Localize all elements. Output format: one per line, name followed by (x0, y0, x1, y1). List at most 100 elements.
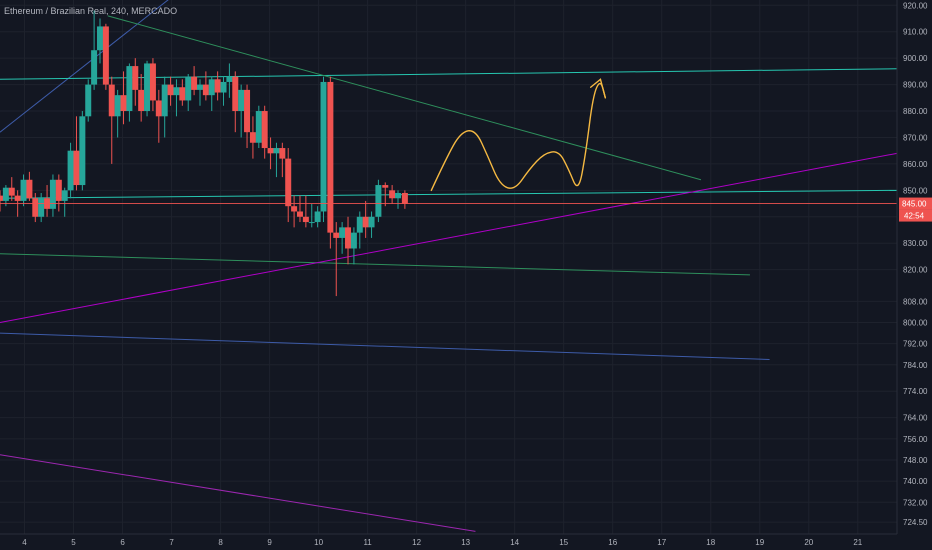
candles (0, 10, 408, 297)
time-scale[interactable] (0, 534, 932, 550)
projection-curve (430, 82, 607, 192)
price-tick-label: 748.00 (903, 456, 928, 465)
candle-body (2, 187, 9, 201)
candle-body (185, 76, 192, 101)
grid (0, 0, 897, 534)
time-tick-label: 19 (755, 538, 764, 547)
candle-body (279, 148, 286, 159)
candle-body (20, 179, 27, 201)
candle-body (202, 84, 209, 96)
candle-body (244, 89, 251, 133)
last-price-label: 845.00 (902, 200, 927, 209)
price-tags: 845.00 42:54 (899, 197, 932, 222)
candle-body (108, 84, 115, 117)
price-axis: 920.00 910.00 900.00 890.00 880.00 870.00 860.… (903, 1, 928, 527)
candle-body (368, 216, 375, 228)
trendline-green-descending (107, 15, 702, 181)
candle-body (161, 84, 168, 117)
time-tick-label: 6 (120, 538, 125, 547)
time-tick-label: 4 (22, 538, 27, 547)
candle-body (267, 148, 274, 154)
candle-body (91, 50, 98, 85)
time-tick-label: 10 (314, 538, 323, 547)
price-tick-label: 860.00 (903, 160, 928, 169)
price-tick-label: 808.00 (903, 297, 928, 306)
candle-body (14, 195, 21, 201)
price-tick-label: 920.00 (903, 1, 928, 10)
candle-body (79, 116, 86, 186)
candle-body (220, 81, 227, 93)
trendline-green-lower (0, 253, 750, 276)
candle-body (73, 150, 80, 186)
trendlines[interactable] (0, 0, 898, 532)
candle-body (356, 216, 363, 233)
candle-body (55, 179, 62, 201)
time-tick-label: 11 (363, 538, 372, 547)
time-tick-label: 9 (267, 538, 272, 547)
price-tick-label: 900.00 (903, 54, 928, 63)
trendline-magenta-lower (0, 454, 476, 532)
time-tick-label: 17 (657, 538, 666, 547)
price-tick-label: 890.00 (903, 81, 928, 90)
candle-body (401, 192, 408, 204)
candle-body (208, 79, 215, 96)
candle-body (249, 132, 256, 143)
chart-title: Ethereum / Brazilian Real, 240, MERCADO (4, 6, 178, 16)
projection-arrowhead (589, 78, 607, 99)
price-tick-label: 792.00 (903, 340, 928, 349)
candle-body (345, 227, 352, 249)
candle-body (273, 148, 280, 154)
price-tick-label: 756.00 (903, 435, 928, 444)
candle-body (149, 63, 156, 101)
candle-body (179, 87, 186, 101)
time-tick-label: 15 (559, 538, 568, 547)
price-tick-label: 820.00 (903, 266, 928, 275)
time-tick-label: 16 (608, 538, 617, 547)
candle-body (67, 150, 74, 191)
candle-body (350, 232, 357, 249)
candle-body (302, 216, 309, 223)
price-tick-label: 740.00 (903, 477, 928, 486)
price-scale[interactable] (897, 0, 932, 550)
countdown-tag (899, 209, 932, 222)
candle-body (395, 192, 402, 199)
time-tick-label: 12 (412, 538, 421, 547)
candle-body (320, 81, 327, 212)
countdown-label: 42:54 (904, 212, 925, 221)
candle-body (61, 190, 68, 201)
candle-body (291, 206, 298, 212)
candle-body (308, 222, 315, 224)
candle-body (339, 227, 346, 238)
time-tick-label: 18 (706, 538, 715, 547)
candle-body (132, 66, 139, 90)
candle-body (296, 211, 303, 217)
candle-body (389, 190, 396, 199)
price-tick-label: 732.00 (903, 498, 928, 507)
price-tick-label: 850.00 (903, 186, 928, 195)
trendline-blue-rising (0, 0, 169, 133)
candle-body (314, 211, 321, 223)
time-tick-label: 7 (169, 538, 174, 547)
candle-body (232, 76, 239, 112)
time-axis: 4 5 6 7 8 9 10 11 12 13 14 15 16 17 18 19 20 21 (22, 538, 863, 547)
time-tick-label: 20 (804, 538, 813, 547)
candle-body (173, 87, 180, 96)
candle-body (114, 95, 121, 117)
price-tick-label: 774.00 (903, 387, 928, 396)
candle-body (238, 89, 245, 112)
candle-body (8, 187, 15, 196)
price-tick-label: 910.00 (903, 28, 928, 37)
candle-body (382, 185, 389, 188)
candle-body (126, 66, 133, 112)
time-tick-label: 8 (218, 538, 223, 547)
candle-body (362, 216, 369, 228)
candle-body (327, 81, 334, 233)
candle-body (226, 76, 233, 82)
price-tick-label: 800.00 (903, 319, 928, 328)
candle-body (255, 111, 262, 143)
price-tick-label: 784.00 (903, 361, 928, 370)
candle-body (32, 198, 39, 217)
price-tick-label: 724.50 (903, 518, 928, 527)
hand-drawn-projection[interactable] (430, 78, 607, 192)
